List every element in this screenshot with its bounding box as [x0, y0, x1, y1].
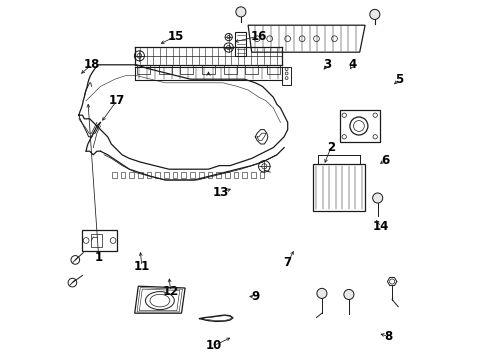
- Circle shape: [343, 289, 353, 300]
- Text: 18: 18: [83, 58, 100, 71]
- Text: 17: 17: [108, 94, 124, 107]
- Bar: [282, 67, 291, 85]
- Bar: [146, 172, 151, 178]
- Circle shape: [369, 9, 379, 19]
- Circle shape: [235, 7, 245, 17]
- Text: 9: 9: [251, 291, 259, 303]
- Bar: [312, 164, 365, 211]
- Bar: [190, 172, 194, 178]
- Bar: [259, 172, 264, 178]
- Bar: [250, 172, 255, 178]
- Text: 1: 1: [95, 251, 102, 264]
- Bar: [180, 65, 193, 74]
- Text: 16: 16: [250, 30, 266, 42]
- Text: 10: 10: [205, 339, 222, 352]
- Bar: [159, 65, 171, 74]
- Text: 8: 8: [384, 330, 392, 343]
- Bar: [233, 172, 238, 178]
- Text: 15: 15: [167, 30, 184, 42]
- Bar: [112, 172, 117, 178]
- Text: 6: 6: [380, 154, 388, 167]
- Bar: [164, 172, 168, 178]
- Bar: [216, 172, 221, 178]
- Text: 3: 3: [323, 58, 331, 71]
- Bar: [223, 65, 236, 74]
- Bar: [129, 172, 134, 178]
- Bar: [202, 65, 215, 74]
- Text: 5: 5: [394, 73, 403, 86]
- Text: 7: 7: [283, 256, 291, 269]
- Circle shape: [316, 288, 326, 298]
- Text: 11: 11: [134, 260, 150, 273]
- Bar: [91, 234, 102, 247]
- Bar: [224, 172, 229, 178]
- Bar: [121, 172, 125, 178]
- Bar: [235, 32, 246, 56]
- Bar: [172, 172, 177, 178]
- Circle shape: [372, 193, 382, 203]
- Bar: [82, 230, 117, 251]
- Bar: [207, 172, 212, 178]
- Bar: [242, 172, 246, 178]
- Text: 13: 13: [213, 186, 229, 199]
- Text: 4: 4: [347, 58, 356, 71]
- Bar: [138, 172, 142, 178]
- Text: 2: 2: [326, 141, 334, 154]
- Bar: [266, 65, 279, 74]
- Bar: [244, 65, 258, 74]
- Bar: [137, 65, 150, 74]
- Text: 12: 12: [162, 285, 179, 298]
- Bar: [339, 110, 379, 142]
- Bar: [199, 172, 203, 178]
- Bar: [181, 172, 186, 178]
- Text: 14: 14: [372, 220, 388, 233]
- Bar: [155, 172, 160, 178]
